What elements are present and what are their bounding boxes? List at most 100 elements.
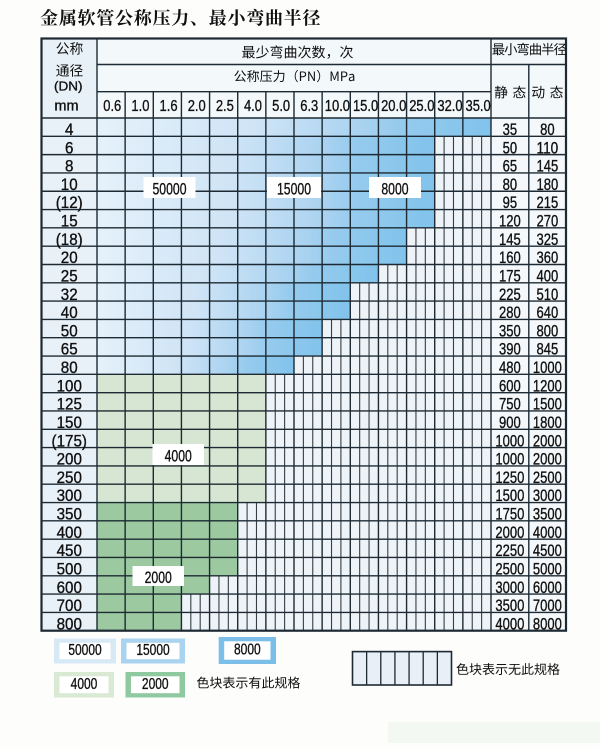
svg-text:8000: 8000 bbox=[234, 642, 261, 659]
svg-text:80: 80 bbox=[61, 359, 78, 377]
svg-text:4.0: 4.0 bbox=[244, 98, 262, 115]
svg-text:2000: 2000 bbox=[533, 451, 562, 469]
svg-text:6.3: 6.3 bbox=[300, 98, 318, 115]
svg-text:80: 80 bbox=[503, 176, 518, 194]
svg-text:225: 225 bbox=[499, 286, 521, 304]
svg-text:510: 510 bbox=[537, 286, 559, 304]
svg-text:4: 4 bbox=[65, 121, 73, 139]
svg-text:15.0: 15.0 bbox=[353, 98, 378, 115]
svg-text:1000: 1000 bbox=[495, 432, 524, 450]
svg-text:50: 50 bbox=[503, 139, 518, 157]
svg-text:32.0: 32.0 bbox=[437, 98, 462, 115]
svg-text:160: 160 bbox=[499, 249, 521, 267]
svg-text:65: 65 bbox=[503, 158, 518, 176]
svg-text:6: 6 bbox=[65, 139, 73, 157]
svg-text:180: 180 bbox=[537, 176, 559, 194]
svg-text:640: 640 bbox=[537, 304, 559, 322]
svg-text:15000: 15000 bbox=[136, 642, 169, 659]
svg-text:2000: 2000 bbox=[142, 676, 169, 693]
svg-text:325: 325 bbox=[537, 231, 559, 249]
svg-text:2500: 2500 bbox=[533, 469, 562, 487]
svg-text:250: 250 bbox=[57, 469, 82, 487]
svg-text:40: 40 bbox=[61, 304, 78, 322]
svg-text:2000: 2000 bbox=[145, 568, 172, 587]
svg-text:1750: 1750 bbox=[495, 506, 524, 524]
svg-text:280: 280 bbox=[499, 304, 521, 322]
svg-text:270: 270 bbox=[537, 213, 559, 231]
svg-text:95: 95 bbox=[503, 194, 518, 212]
svg-text:1200: 1200 bbox=[533, 377, 562, 395]
svg-text:600: 600 bbox=[499, 377, 521, 395]
svg-text:(12): (12) bbox=[56, 194, 83, 212]
svg-text:700: 700 bbox=[57, 597, 82, 615]
svg-text:1500: 1500 bbox=[495, 487, 524, 505]
svg-text:65: 65 bbox=[61, 341, 78, 359]
svg-text:845: 845 bbox=[537, 341, 559, 359]
svg-text:(DN): (DN) bbox=[54, 79, 83, 94]
svg-text:2000: 2000 bbox=[533, 432, 562, 450]
svg-text:480: 480 bbox=[499, 359, 521, 377]
svg-text:50000: 50000 bbox=[152, 180, 186, 199]
svg-text:15000: 15000 bbox=[277, 180, 311, 199]
svg-text:2500: 2500 bbox=[495, 560, 524, 578]
svg-text:1000: 1000 bbox=[533, 359, 562, 377]
svg-text:25.0: 25.0 bbox=[409, 98, 434, 115]
svg-text:4000: 4000 bbox=[495, 615, 524, 633]
svg-text:800: 800 bbox=[537, 322, 559, 340]
svg-text:3500: 3500 bbox=[533, 506, 562, 524]
svg-text:8000: 8000 bbox=[381, 180, 408, 199]
svg-text:200: 200 bbox=[57, 451, 82, 469]
svg-text:25: 25 bbox=[61, 267, 78, 285]
svg-text:500: 500 bbox=[57, 560, 82, 578]
svg-text:175: 175 bbox=[499, 267, 521, 285]
svg-text:50: 50 bbox=[61, 322, 78, 340]
svg-text:400: 400 bbox=[537, 267, 559, 285]
svg-text:390: 390 bbox=[499, 341, 521, 359]
svg-text:150: 150 bbox=[57, 414, 82, 432]
svg-text:20: 20 bbox=[61, 249, 78, 267]
svg-text:10: 10 bbox=[61, 176, 78, 194]
svg-text:5000: 5000 bbox=[533, 560, 562, 578]
svg-text:1250: 1250 bbox=[495, 469, 524, 487]
svg-text:(18): (18) bbox=[56, 231, 83, 249]
svg-text:1500: 1500 bbox=[533, 396, 562, 414]
svg-text:125: 125 bbox=[57, 396, 82, 414]
svg-text:145: 145 bbox=[537, 158, 559, 176]
svg-text:1800: 1800 bbox=[533, 414, 562, 432]
svg-text:80: 80 bbox=[540, 121, 555, 139]
svg-text:750: 750 bbox=[499, 396, 521, 414]
svg-text:(175): (175) bbox=[52, 432, 87, 450]
svg-text:10.0: 10.0 bbox=[325, 98, 350, 115]
svg-text:7000: 7000 bbox=[533, 597, 562, 615]
svg-text:4500: 4500 bbox=[533, 542, 562, 560]
svg-text:360: 360 bbox=[537, 249, 559, 267]
svg-text:800: 800 bbox=[57, 615, 82, 633]
svg-text:215: 215 bbox=[537, 194, 559, 212]
svg-text:15: 15 bbox=[61, 213, 78, 231]
svg-text:2.5: 2.5 bbox=[216, 98, 234, 115]
svg-text:0.6: 0.6 bbox=[103, 98, 121, 115]
svg-text:32: 32 bbox=[61, 286, 78, 304]
svg-text:4000: 4000 bbox=[165, 447, 192, 466]
svg-text:300: 300 bbox=[57, 487, 82, 505]
svg-text:450: 450 bbox=[57, 542, 82, 560]
svg-text:1.6: 1.6 bbox=[160, 98, 178, 115]
svg-text:350: 350 bbox=[499, 322, 521, 340]
svg-text:100: 100 bbox=[57, 377, 82, 395]
svg-text:2.0: 2.0 bbox=[188, 98, 206, 115]
svg-text:1000: 1000 bbox=[495, 451, 524, 469]
svg-text:350: 350 bbox=[57, 506, 82, 524]
svg-text:120: 120 bbox=[499, 213, 521, 231]
svg-text:3500: 3500 bbox=[495, 597, 524, 615]
svg-text:20.0: 20.0 bbox=[381, 98, 406, 115]
svg-text:2000: 2000 bbox=[495, 524, 524, 542]
svg-text:3000: 3000 bbox=[533, 487, 562, 505]
svg-text:2250: 2250 bbox=[495, 542, 524, 560]
svg-text:145: 145 bbox=[499, 231, 521, 249]
svg-text:35.0: 35.0 bbox=[466, 98, 491, 115]
svg-text:8: 8 bbox=[65, 158, 73, 176]
svg-text:mm: mm bbox=[54, 99, 78, 115]
svg-text:400: 400 bbox=[57, 524, 82, 542]
svg-text:50000: 50000 bbox=[68, 642, 101, 659]
svg-text:6000: 6000 bbox=[533, 579, 562, 597]
